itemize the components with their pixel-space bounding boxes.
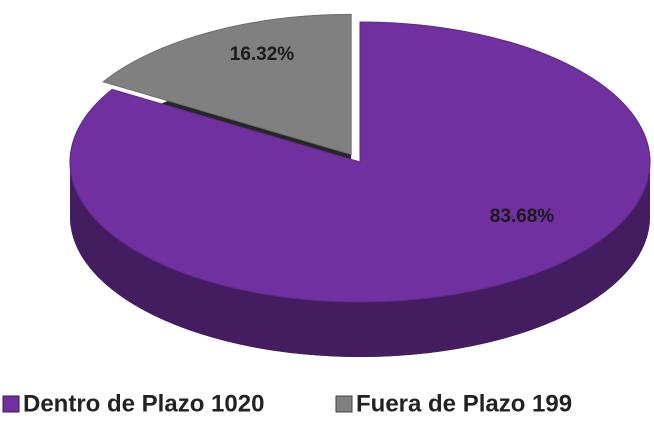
slice — [69, 21, 651, 303]
data-label: 16.32% — [230, 44, 295, 65]
legend-swatch — [335, 395, 353, 413]
slice — [102, 13, 352, 156]
data-label: 83.68% — [490, 206, 555, 227]
slice-side — [70, 162, 650, 357]
legend-label: Dentro de Plazo 1020 — [23, 390, 264, 417]
legend-label: Fuera de Plazo 199 — [356, 390, 572, 417]
legend-swatch — [2, 395, 20, 413]
